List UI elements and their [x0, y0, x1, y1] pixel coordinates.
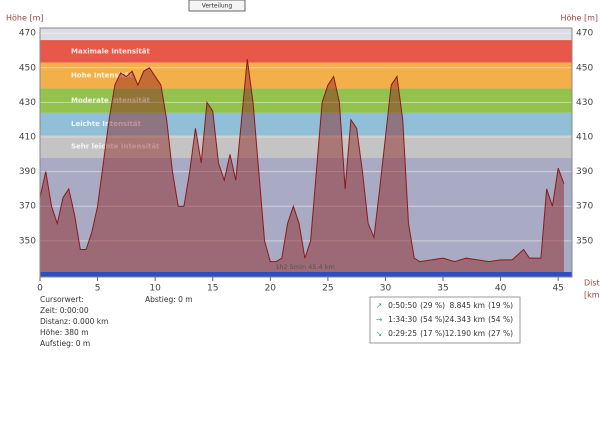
- x-tick-label: 15: [207, 284, 218, 294]
- x-tick-label: 40: [495, 284, 507, 294]
- intensity-band: [40, 62, 572, 89]
- y-tick-label: 450: [19, 63, 36, 73]
- y-tick-label: 430: [19, 98, 36, 108]
- stats-cell: 8.845 km: [449, 301, 485, 310]
- x-tick-label: 10: [149, 284, 161, 294]
- y-axis-title: Höhe [m]: [6, 14, 43, 23]
- stats-cell: (17 %): [420, 329, 445, 338]
- stats-cell: 12.190 km: [445, 329, 485, 338]
- y-tick-label: 370: [19, 202, 36, 212]
- stats-box: [369, 296, 521, 344]
- x-axis-title: Dist: [584, 279, 600, 288]
- plot-note: 1h2 5min 45.4 km: [275, 263, 335, 271]
- cursor-info: Zeit: 0:00:00: [40, 306, 89, 315]
- y2-tick-label: 470: [576, 29, 593, 39]
- x-tick-label: 0: [37, 284, 43, 294]
- cursor-info: Distanz: 0.000 km: [40, 317, 108, 326]
- cursor-info: Höhe: 380 m: [40, 328, 89, 337]
- y2-tick-label: 370: [576, 202, 593, 212]
- cursor-info: Cursorwert:: [40, 295, 84, 304]
- elevation-line: [39, 59, 565, 263]
- x-axis-unit: [km]: [584, 291, 600, 300]
- y-tick-label: 350: [19, 236, 36, 246]
- y-tick-label: 390: [19, 167, 36, 177]
- x-tick-label: 30: [380, 284, 392, 294]
- y-tick-label: 470: [19, 29, 36, 39]
- x-tick-label: 35: [437, 284, 448, 294]
- y-tick-label: 410: [19, 133, 36, 143]
- stats-cell: 1:34:30: [388, 315, 417, 324]
- stats-cell: 0:50:50: [388, 301, 417, 310]
- y2-tick-label: 450: [576, 63, 593, 73]
- y2-tick-label: 430: [576, 98, 593, 108]
- y2-axis-title: Höhe [m]: [561, 14, 598, 23]
- track-bar: [40, 272, 572, 277]
- stats-cell: ↗: [376, 301, 382, 310]
- band-label: Maximale Intensität: [71, 47, 151, 55]
- below-zone: [40, 157, 572, 272]
- button-label[interactable]: Verteilung: [202, 3, 233, 10]
- stats-cell: 0:29:25: [388, 329, 417, 338]
- y2-tick-label: 350: [576, 236, 593, 246]
- stats-cell: ↘: [376, 329, 382, 338]
- band-label: Moderate Intensität: [71, 97, 151, 105]
- y2-tick-label: 410: [576, 133, 593, 143]
- x-tick-label: 45: [552, 284, 563, 294]
- stats-cell: (29 %): [420, 301, 445, 310]
- stats-cell: 24.343 km: [445, 315, 485, 324]
- plot-frame: [39, 27, 573, 278]
- intensity-band: [40, 40, 572, 63]
- y2-tick-label: 390: [576, 167, 593, 177]
- intensity-band: [40, 88, 572, 113]
- stats-cell: (54 %): [420, 315, 445, 324]
- x-tick-label: 5: [95, 284, 101, 294]
- stats-cell: →: [376, 315, 382, 324]
- stats-cell: (54 %): [488, 315, 513, 324]
- x-tick-label: 20: [265, 284, 277, 294]
- cursor-info: Abstieg: 0 m: [145, 295, 193, 304]
- cursor-info: Aufstieg: 0 m: [40, 339, 90, 348]
- band-label: Hohe Intensität: [71, 72, 133, 80]
- intensity-band: [40, 112, 572, 136]
- band-label: Leichte Intensität: [71, 120, 142, 128]
- stats-cell: (27 %): [488, 329, 513, 338]
- distribution-button[interactable]: [188, 0, 246, 12]
- elevation-area: [40, 59, 564, 272]
- x-tick-label: 25: [322, 284, 333, 294]
- band-label: Sehr leichte Intensität: [71, 143, 160, 151]
- stats-cell: (19 %): [488, 301, 513, 310]
- intensity-band: [40, 135, 572, 158]
